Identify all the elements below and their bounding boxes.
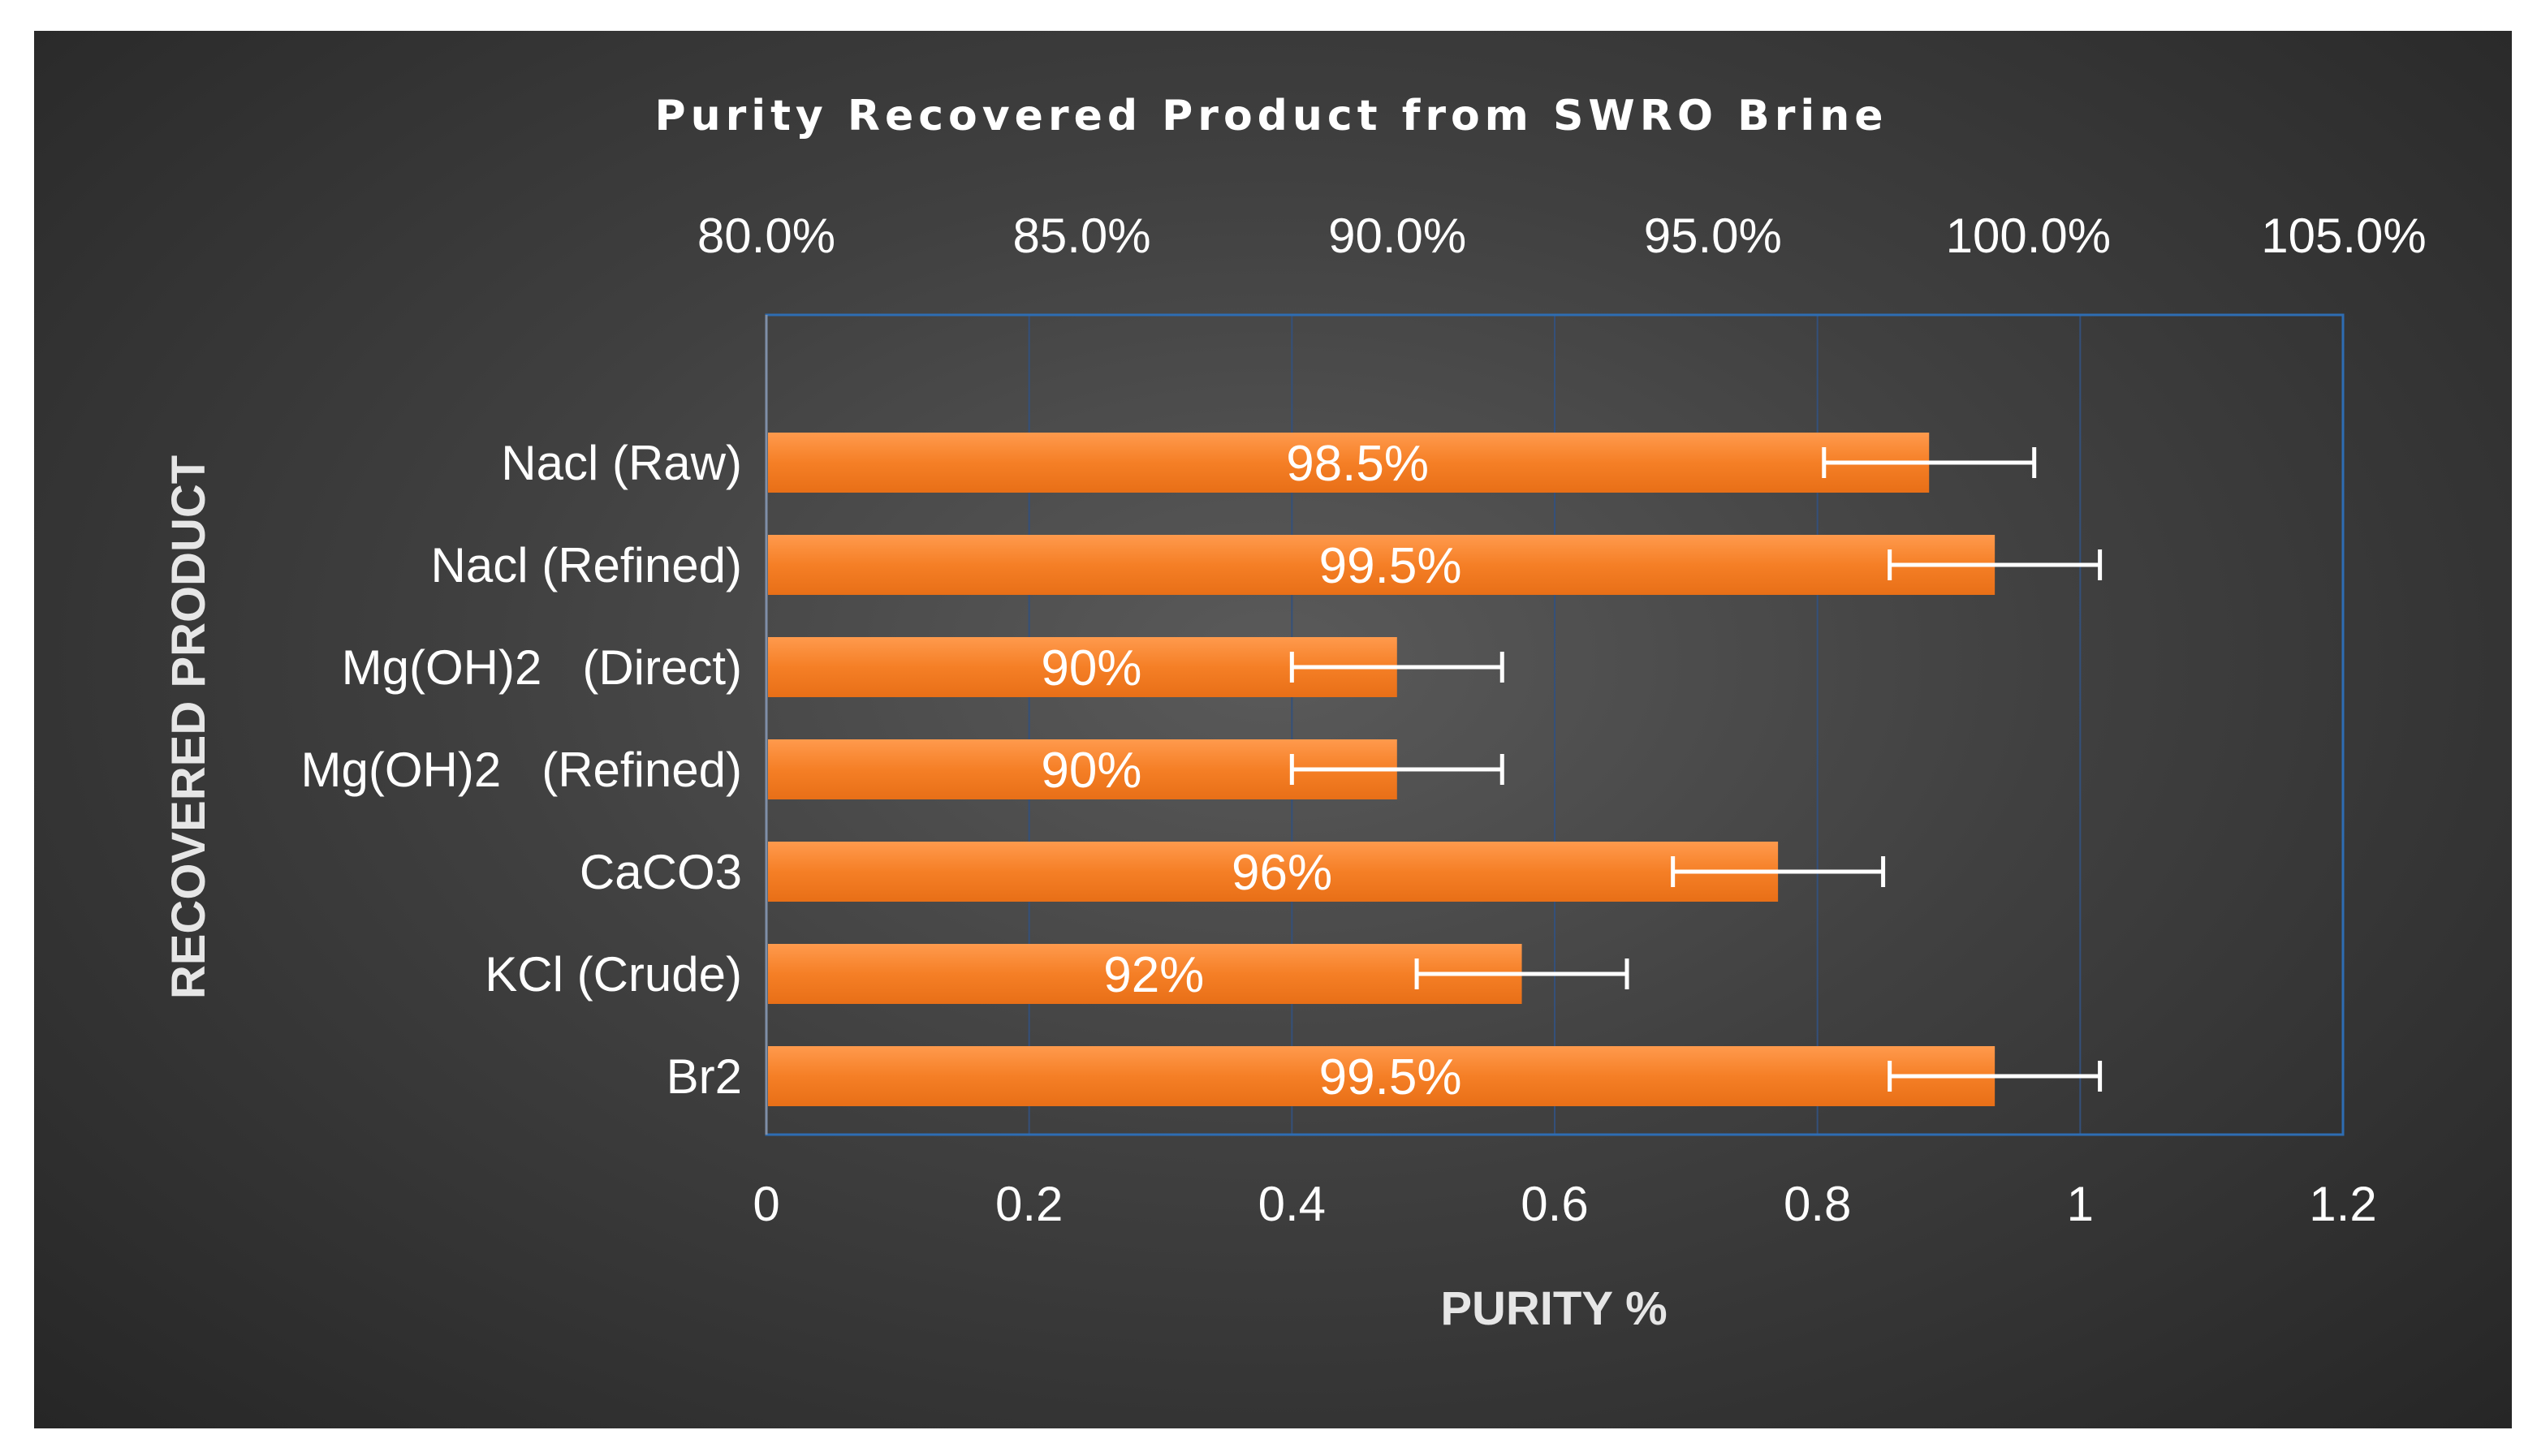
category-label: Nacl (Raw) (501, 436, 742, 490)
category-label: Br2 (667, 1049, 742, 1104)
category-label: Mg(OH)2 (Refined) (301, 743, 742, 797)
bar-value-label: 99.5% (1319, 538, 1462, 594)
bottom-tick-label: 0.8 (1784, 1177, 1851, 1231)
bar (768, 944, 1522, 1004)
top-axis-ticks: 80.0% 85.0% 90.0% 95.0% 100.0% 105.0% (697, 209, 2427, 263)
category-label: Mg(OH)2 (Direct) (342, 640, 742, 695)
category-label: Nacl (Refined) (431, 538, 742, 592)
top-tick-label: 100.0% (1946, 209, 2112, 263)
bar-value-label: 98.5% (1286, 436, 1429, 492)
data-labels: 98.5% 99.5% 90% 90% 96% 92% 99.5% (1041, 436, 1461, 1105)
top-tick-label: 90.0% (1328, 209, 1466, 263)
bottom-tick-label: 0 (753, 1177, 779, 1231)
chart-panel: Purity Recovered Product from SWRO Brine… (34, 31, 2512, 1428)
bar (768, 433, 1930, 493)
bottom-tick-label: 1.2 (2309, 1177, 2376, 1231)
top-tick-label: 95.0% (1644, 209, 1782, 263)
bar-value-label: 90% (1041, 743, 1141, 799)
category-labels: Nacl (Raw) Nacl (Refined) Mg(OH)2 (Direct)… (301, 436, 742, 1104)
bottom-tick-label: 0.2 (995, 1177, 1063, 1231)
top-tick-label: 80.0% (697, 209, 835, 263)
error-bar-series (1289, 447, 2103, 1092)
bottom-axis-ticks: 0 0.2 0.4 0.6 0.8 1 1.2 (753, 1177, 2376, 1231)
bottom-tick-label: 1 (2067, 1177, 2094, 1231)
top-tick-label: 85.0% (1013, 209, 1151, 263)
bar-value-label: 99.5% (1319, 1049, 1462, 1105)
bar-value-label: 90% (1041, 640, 1141, 696)
chart-title: Purity Recovered Product from SWRO Brine (654, 92, 1888, 140)
bar-value-label: 92% (1103, 947, 1204, 1003)
bar (768, 535, 1996, 595)
top-tick-label: 105.0% (2261, 209, 2427, 263)
bar (768, 842, 1779, 902)
y-axis-title: RECOVERED PRODUCT (162, 455, 215, 999)
bottom-tick-label: 0.6 (1521, 1177, 1588, 1231)
x-axis-title: PURITY % (1440, 1282, 1667, 1335)
bottom-tick-label: 0.4 (1258, 1177, 1326, 1231)
category-label: KCl (Crude) (485, 947, 742, 1002)
bar-series (768, 433, 1996, 1106)
bar-value-label: 96% (1232, 845, 1332, 901)
bar (768, 1046, 1996, 1106)
bar-chart: Purity Recovered Product from SWRO Brine… (162, 92, 2427, 1335)
category-label: CaCO3 (580, 845, 742, 899)
